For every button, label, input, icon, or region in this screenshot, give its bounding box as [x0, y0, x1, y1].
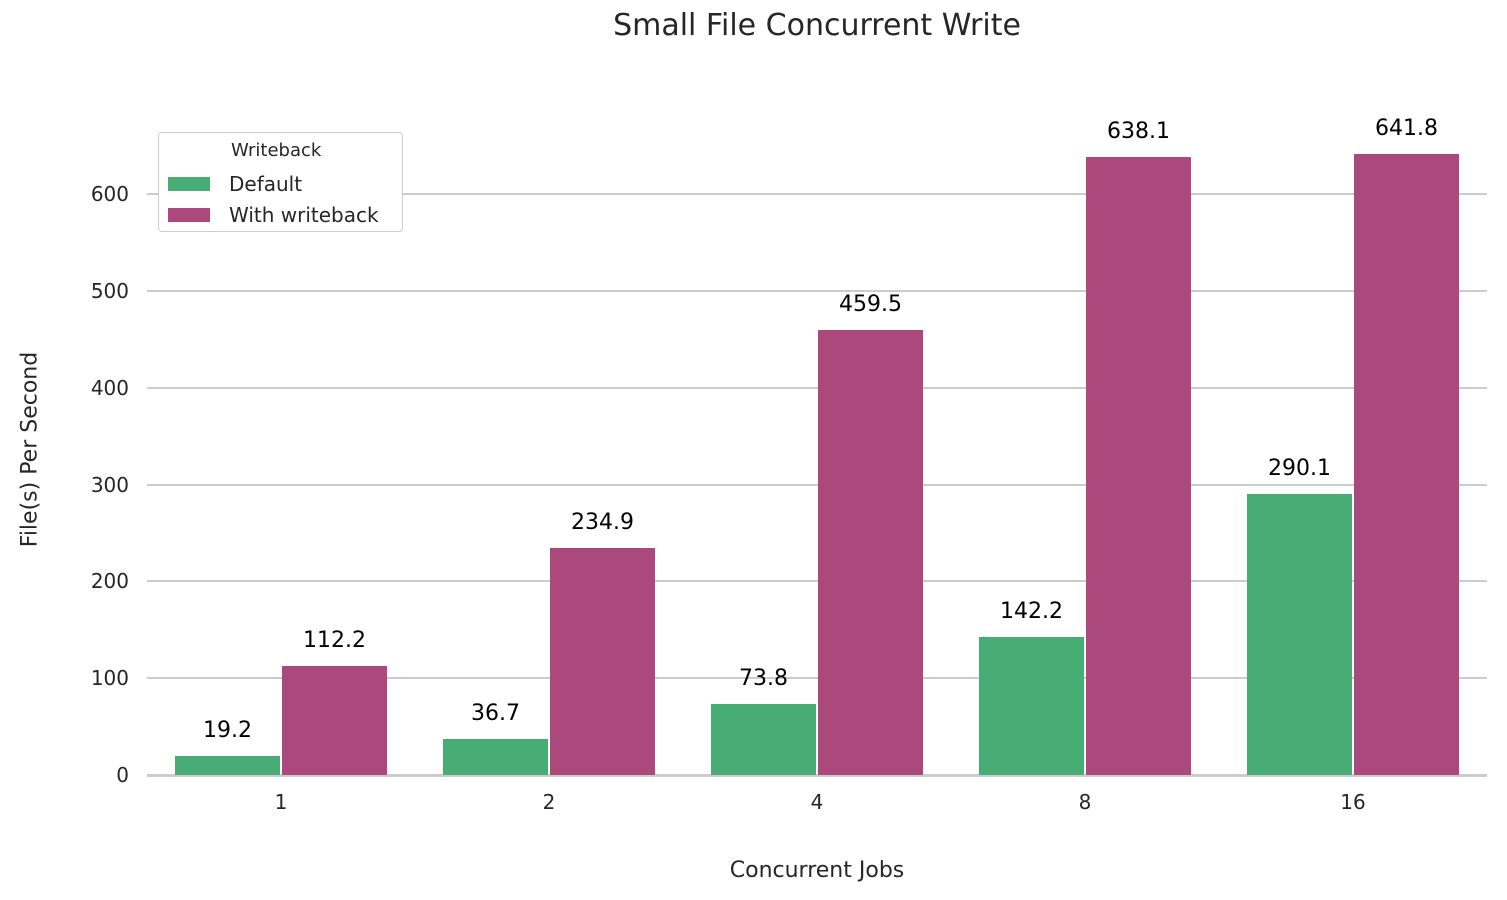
bar-default-1: [175, 756, 280, 775]
x-axis-label: Concurrent Jobs: [729, 858, 905, 883]
legend-label-default: Default: [229, 172, 303, 196]
x-axis-baseline: [147, 774, 1487, 777]
gridline: [147, 677, 1487, 680]
gridline: [147, 290, 1487, 292]
plot-area: 19.2 112.2 36.7 234.9 73.8 459.5 142.2 638.1 290…: [147, 60, 1487, 777]
y-tick-label: 500: [90, 279, 129, 303]
gridline: [147, 483, 1487, 486]
legend-title: Writeback: [231, 140, 322, 161]
bar-with-writeback-4: [818, 330, 923, 775]
bar-value-label: 459.5: [839, 292, 902, 318]
bar-default-8: [979, 637, 1084, 775]
bar-default-16: [1247, 494, 1352, 775]
x-tick-label: 2: [542, 790, 556, 814]
legend-swatch-with-writeback: [168, 208, 210, 222]
y-tick-label: 400: [90, 375, 129, 400]
legend-label-with-writeback: With writeback: [229, 203, 379, 227]
bar-default-2: [443, 739, 548, 775]
bar-value-label: 142.2: [1000, 599, 1063, 625]
bar-with-writeback-16: [1354, 153, 1459, 775]
y-tick-label: 200: [90, 569, 129, 594]
gridline: [147, 386, 1487, 389]
y-tick-label: 300: [90, 472, 129, 497]
x-tick-label: 1: [274, 790, 288, 814]
bar-value-label: 641.8: [1375, 115, 1438, 141]
chart-title: Small File Concurrent Write: [613, 8, 1021, 43]
bar-value-label: 19.2: [203, 718, 252, 744]
x-tick-label: 16: [1340, 790, 1366, 814]
y-tick-label: 600: [90, 182, 129, 207]
x-tick-label: 8: [1078, 790, 1092, 814]
legend: Writeback Default With writeback: [158, 132, 403, 232]
bar-with-writeback-1: [282, 666, 387, 775]
y-axis-label: File(s) Per Second: [17, 351, 43, 548]
bar-value-label: 290.1: [1268, 456, 1331, 482]
bar-value-label: 112.2: [303, 628, 366, 654]
bar-with-writeback-2: [550, 547, 655, 775]
bar-with-writeback-8: [1086, 157, 1191, 775]
bar-value-label: 638.1: [1107, 119, 1170, 145]
gridline: [147, 580, 1487, 583]
y-tick-label: 100: [90, 666, 129, 691]
x-tick-label: 4: [810, 790, 824, 814]
y-tick-label: 0: [116, 763, 129, 787]
bar-value-label: 36.7: [471, 701, 520, 727]
gridline: [147, 193, 1487, 196]
bar-value-label: 73.8: [739, 665, 788, 691]
legend-swatch-default: [168, 177, 210, 191]
bar-default-4: [711, 703, 816, 775]
bar-value-label: 234.9: [571, 509, 634, 535]
